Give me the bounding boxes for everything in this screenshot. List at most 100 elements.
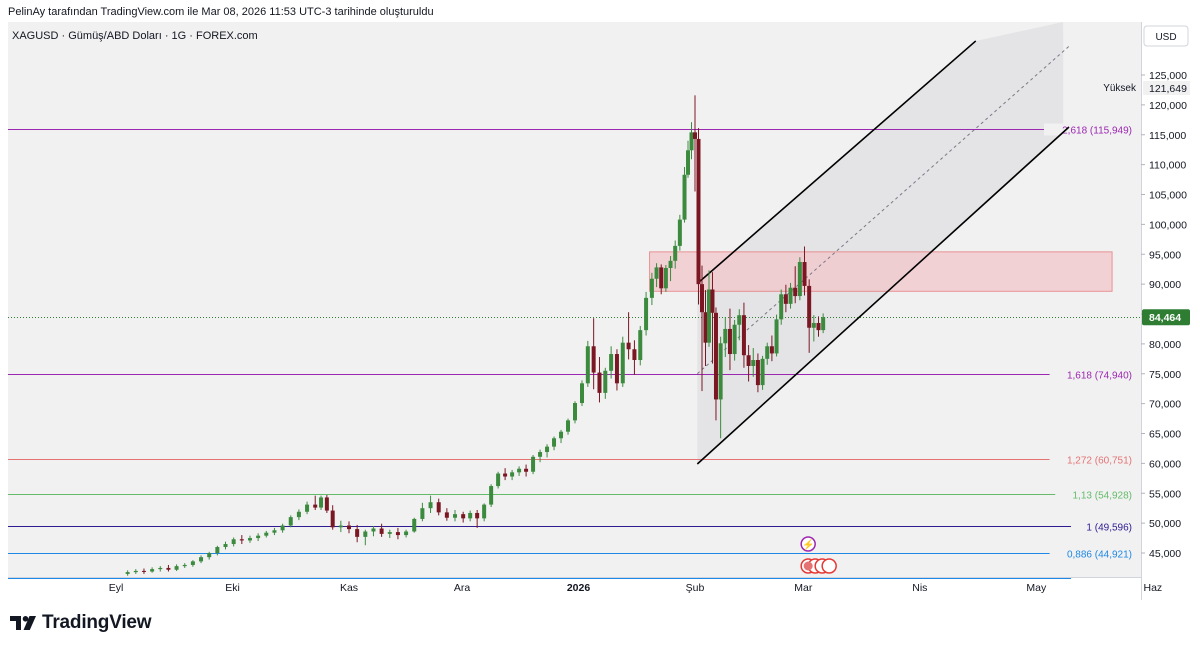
candle-body: [239, 539, 244, 541]
price-tick-label: 65,000: [1149, 429, 1181, 441]
candle-body: [632, 349, 637, 361]
candle-body: [710, 289, 715, 313]
candle-body: [663, 267, 668, 289]
time-axis-label: Haz: [1144, 582, 1163, 594]
candle-body: [319, 497, 324, 508]
resistance-zone: [649, 251, 1113, 292]
event-markers: ⚡: [800, 536, 837, 574]
candle-body: [347, 525, 351, 530]
candle-body: [524, 468, 529, 472]
last-price-value: 84,464: [1149, 312, 1181, 324]
price-chart[interactable]: 2,618 (115,949) 1,618 (74,940) 1,272 (60,7…: [8, 22, 1192, 600]
candle-body: [793, 287, 798, 297]
candle-body: [693, 132, 698, 139]
candle-body: [573, 403, 578, 421]
candle-body: [816, 322, 821, 331]
candle-body: [166, 567, 171, 570]
us-flag-event-icon: [821, 558, 837, 574]
candle-body: [379, 528, 384, 534]
candle-body: [682, 174, 687, 220]
channel-upper-line: [696, 40, 977, 285]
candle-body: [673, 245, 678, 261]
candle-body: [603, 370, 608, 393]
candle-body: [696, 138, 701, 285]
candle-body: [158, 567, 163, 570]
candle-body: [783, 294, 788, 304]
fib-label: 1,618 (74,940): [1067, 371, 1132, 382]
time-axis-label: Nis: [912, 582, 927, 594]
time-axis-label: May: [1026, 582, 1047, 594]
candle-body: [706, 289, 711, 343]
channel-lower-line: [696, 126, 1070, 465]
candle-body: [371, 528, 376, 532]
candle-body: [718, 343, 723, 400]
candle-body: [727, 328, 732, 355]
tradingview-logo-icon: [10, 616, 36, 630]
symbol-info[interactable]: XAGUSD · Gümüş/ABD Doları · 1G · FOREX.c…: [12, 30, 258, 42]
currency-label: USD: [1155, 32, 1176, 43]
candle-body: [288, 517, 293, 526]
candle-body: [517, 468, 522, 473]
high-label: Yüksek: [1103, 83, 1137, 94]
time-axis-label: 2026: [567, 582, 591, 594]
candle-body: [811, 322, 816, 328]
candle-body: [597, 372, 602, 393]
candle-body: [305, 504, 310, 512]
candle-body: [125, 572, 130, 574]
price-tick-label: 115,000: [1149, 130, 1186, 142]
candle-body: [580, 383, 584, 404]
candle-body: [324, 497, 329, 511]
last-price-badge: [1142, 309, 1190, 326]
candle-body: [538, 452, 543, 457]
fib-label: 1 (49,596): [1086, 523, 1132, 534]
candle-body: [395, 532, 400, 536]
candle-body: [363, 531, 368, 537]
fib-label: 2,618 (115,949): [1062, 126, 1132, 137]
tradingview-branding[interactable]: TradingView: [10, 612, 152, 634]
candle-body: [737, 315, 742, 325]
candle-body: [760, 358, 765, 386]
currency-button: [1143, 25, 1189, 47]
candle-body: [723, 328, 728, 344]
candle-body: [182, 564, 187, 567]
candle-body: [436, 502, 441, 513]
candle-body: [755, 360, 760, 386]
chart-attribution: PelinAy tarafından TradingView.com ile M…: [8, 6, 434, 18]
candle-body: [412, 518, 417, 532]
candle-body: [453, 514, 458, 518]
price-tick-label: 50,000: [1149, 518, 1181, 530]
candle-body: [207, 553, 212, 558]
regression-channel: [696, 40, 1070, 465]
candle-body: [654, 267, 659, 279]
channel-mid-line: [697, 45, 1070, 375]
candle-body: [751, 360, 756, 366]
candle-body: [686, 150, 691, 175]
time-axis-label: Ara: [454, 582, 471, 594]
candle-body: [765, 346, 770, 359]
candle-body: [689, 132, 694, 151]
price-tick-label: 110,000: [1149, 160, 1186, 172]
price-axis[interactable]: USD 45,000 50,000 55,000 60,000 65,000 70,000 7…: [1103, 25, 1190, 560]
time-axis-label: Mar: [794, 582, 813, 594]
candles-layer: [125, 95, 826, 576]
fib-label-bg: [1055, 488, 1134, 501]
lightning-icon: [800, 536, 816, 552]
channel-shade: [697, 22, 1064, 464]
time-axis[interactable]: AğuEylEkiKasAra2026ŞubMarNisMayHaz: [8, 582, 1162, 594]
fib-label-bg: [1072, 520, 1134, 533]
candle-body: [444, 512, 449, 518]
price-tick-label: 45,000: [1149, 548, 1181, 560]
candle-body: [626, 342, 631, 350]
candle-body: [620, 342, 625, 384]
price-tick-label: 55,000: [1149, 488, 1181, 500]
candle-body: [677, 219, 682, 246]
candle-body: [489, 486, 494, 505]
price-tick-label: 125,000: [1149, 70, 1187, 82]
time-axis-label: Şub: [686, 582, 705, 594]
time-axis-label: Eyl: [109, 582, 124, 594]
candle-body: [703, 312, 708, 343]
candle-body: [769, 346, 774, 354]
candle-body: [741, 315, 746, 356]
high-value: 121,649: [1149, 83, 1187, 95]
candle-body: [199, 557, 204, 562]
